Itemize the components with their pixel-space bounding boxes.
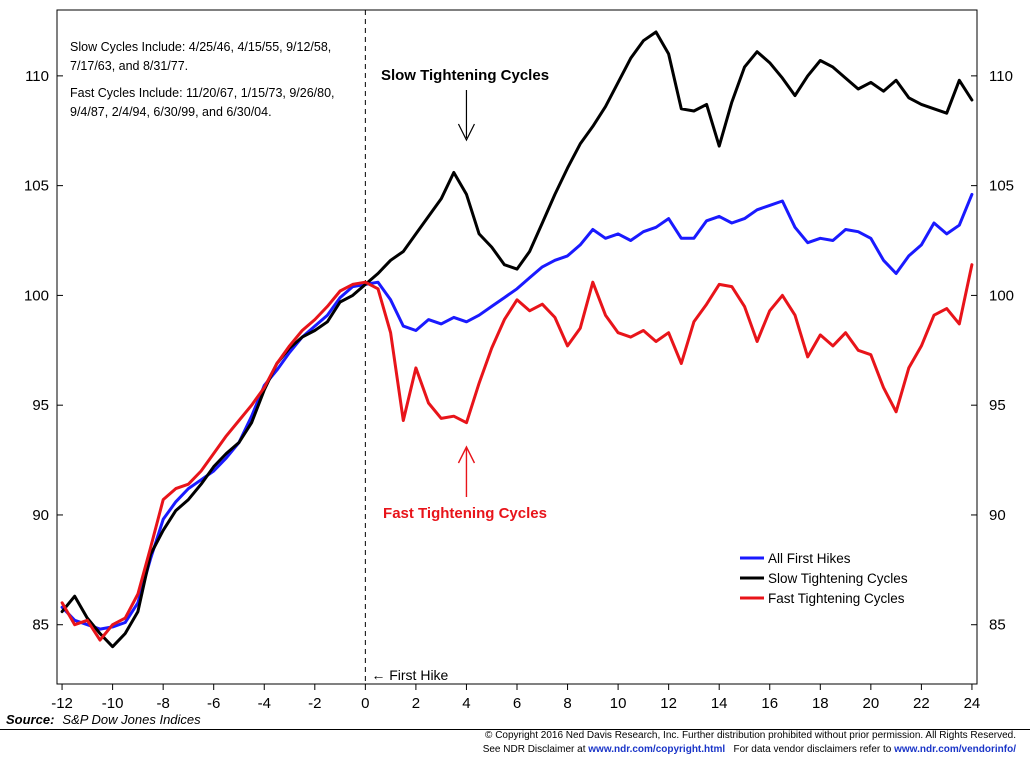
x-tick-label: -12	[51, 695, 73, 710]
copyright-link[interactable]: www.ndr.com/copyright.html	[588, 744, 726, 755]
y-tick-label-left: 105	[24, 178, 49, 195]
fast-cycles-arrowhead	[457, 445, 476, 464]
legend-label: Fast Tightening Cycles	[768, 591, 905, 606]
series-line-fast-tightening-cycles	[60, 263, 974, 642]
disclaimer-line: See NDR Disclaimer at www.ndr.com/copyri…	[376, 743, 1016, 757]
x-tick-label: 20	[863, 695, 880, 710]
vendor-disclaimer-text: For data vendor disclaimers refer to	[733, 744, 892, 755]
annotations: Slow Tightening Cycles Fast Tightening Cy…	[381, 67, 549, 522]
y-tick-label-right: 95	[989, 397, 1006, 414]
slow-cycles-annotation: Slow Tightening Cycles	[381, 67, 549, 84]
slow-cycles-arrowhead	[457, 123, 475, 142]
legend-label: Slow Tightening Cycles	[768, 571, 908, 586]
y-tick-label-right: 90	[989, 507, 1006, 524]
x-tick-label: -4	[258, 695, 271, 710]
y-tick-label-right: 105	[989, 178, 1014, 195]
cycle-notes: Slow Cycles Include: 4/25/46, 4/15/55, 9…	[70, 40, 335, 119]
source-text: S&P Dow Jones Indices	[62, 712, 201, 727]
footer-rule	[0, 729, 1030, 730]
y-tick-label-left: 110	[25, 68, 49, 85]
copyright-line: © Copyright 2016 Ned Davis Research, Inc…	[485, 730, 1016, 741]
disclaimer-prefix: See NDR Disclaimer at	[482, 744, 586, 755]
cycle-note-line: 7/17/63, and 8/31/77.	[70, 59, 188, 73]
y-tick-label-left: 85	[32, 617, 49, 634]
x-tick-label: 10	[610, 695, 627, 710]
x-tick-label: 12	[660, 695, 677, 710]
x-tick-label: 2	[412, 695, 420, 710]
series-lines	[60, 30, 974, 649]
x-tick-label: 14	[711, 695, 728, 710]
x-tick-label: -8	[156, 695, 169, 710]
y-tick-label-left: 100	[24, 287, 49, 304]
x-tick-label: 6	[513, 695, 521, 710]
y-tick-label-right: 100	[989, 287, 1014, 304]
x-tick-label: 22	[913, 695, 930, 710]
x-tick-label: 18	[812, 695, 829, 710]
y-tick-label-right: 110	[989, 68, 1013, 85]
y-tick-label-right: 85	[989, 617, 1006, 634]
cycle-note-line: Fast Cycles Include: 11/20/67, 1/15/73, …	[70, 86, 335, 100]
x-tick-label: 8	[563, 695, 571, 710]
series-line-slow-tightening-cycles	[60, 30, 974, 649]
vendor-info-link[interactable]: www.ndr.com/vendorinfo/	[894, 744, 1016, 755]
x-tick-label: 16	[761, 695, 778, 710]
source-line: Source: S&P Dow Jones Indices	[6, 712, 201, 727]
source-label: Source:	[6, 712, 55, 727]
x-tick-label: -6	[207, 695, 220, 710]
x-tick-label: 24	[964, 695, 981, 710]
copyright-footer: © Copyright 2016 Ned Davis Research, Inc…	[376, 729, 1016, 757]
series-line-all-first-hikes	[60, 192, 974, 631]
cycle-note-line: 9/4/87, 2/4/94, 6/30/99, and 6/30/04.	[70, 105, 272, 119]
x-tick-label: 0	[361, 695, 369, 710]
x-tick-label: -10	[102, 695, 124, 710]
x-tick-label: -2	[308, 695, 321, 710]
first-hike-label: ← First Hike	[371, 667, 448, 683]
cycle-note-line: Slow Cycles Include: 4/25/46, 4/15/55, 9…	[70, 40, 331, 54]
legend-label: All First Hikes	[768, 551, 851, 566]
y-tick-label-left: 90	[32, 507, 49, 524]
y-tick-label-left: 95	[32, 397, 49, 414]
fast-cycles-annotation: Fast Tightening Cycles	[383, 505, 547, 522]
legend: All First Hikes Slow Tightening Cycles Fas…	[740, 551, 908, 606]
x-tick-label: 4	[462, 695, 470, 710]
